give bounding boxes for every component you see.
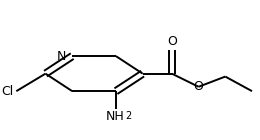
Text: NH: NH — [105, 110, 124, 123]
Text: O: O — [194, 80, 204, 93]
Text: N: N — [57, 50, 66, 63]
Text: Cl: Cl — [2, 85, 14, 98]
Text: O: O — [167, 35, 177, 48]
Text: 2: 2 — [125, 111, 131, 121]
